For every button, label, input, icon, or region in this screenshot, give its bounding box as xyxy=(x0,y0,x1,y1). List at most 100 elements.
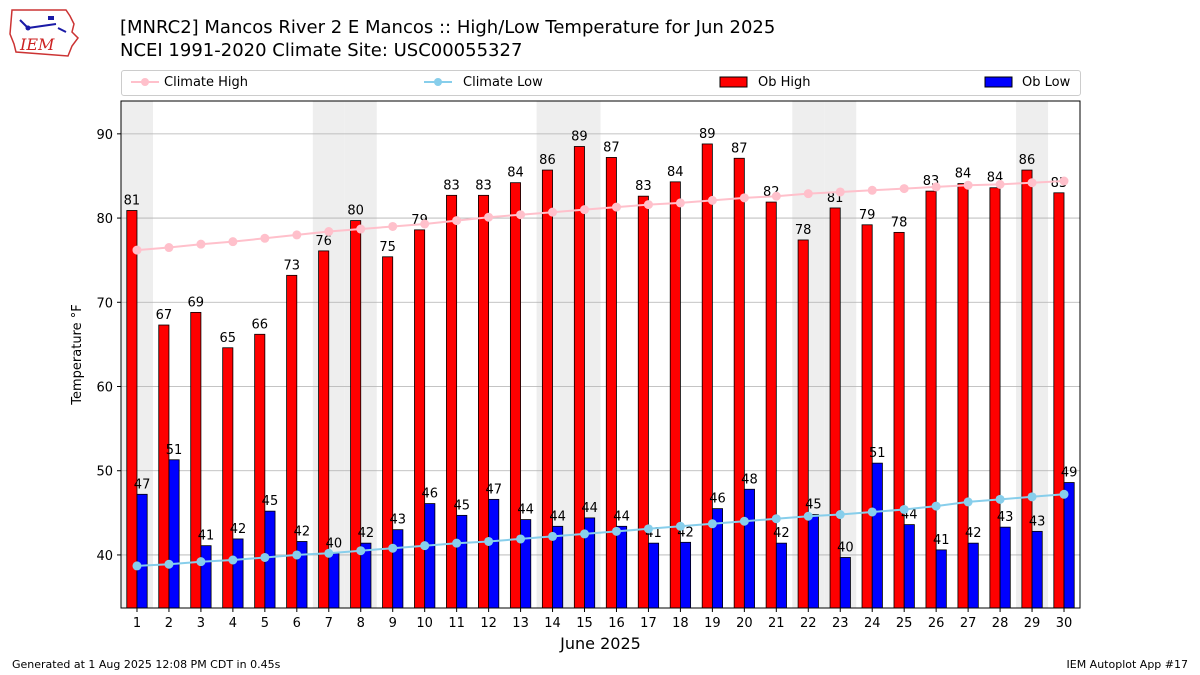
ob-high-bar xyxy=(1053,192,1065,609)
ob-high-bar xyxy=(733,157,745,609)
ob-high-bar xyxy=(957,183,969,609)
climate-high-point xyxy=(675,198,685,208)
ob-low-value-label: 40 xyxy=(326,536,343,551)
ob-low-bar xyxy=(648,542,660,609)
climate-low-point xyxy=(771,514,781,524)
ob-high-bar xyxy=(797,239,809,609)
climate-low-point xyxy=(452,538,462,548)
x-tick-label: 27 xyxy=(960,616,977,631)
x-tick-label: 18 xyxy=(672,616,689,631)
iem-logo: IEM xyxy=(8,6,82,58)
climate-low-point xyxy=(324,548,334,558)
climate-low-point xyxy=(867,507,877,517)
climate-low-point xyxy=(516,534,526,544)
y-tick-label: 80 xyxy=(96,212,113,227)
ob-low-value-label: 41 xyxy=(198,529,215,544)
ob-high-value-label: 66 xyxy=(251,317,268,332)
ob-high-bar xyxy=(765,201,777,609)
ob-low-bar xyxy=(392,529,404,609)
climate-high-point xyxy=(324,227,334,237)
ob-low-bar xyxy=(168,459,180,609)
x-tick-label: 26 xyxy=(928,616,945,631)
chart-subtitle: NCEI 1991-2020 Climate Site: USC00055327 xyxy=(120,40,523,61)
ob-low-bar xyxy=(1031,530,1043,609)
ob-high-value-label: 84 xyxy=(507,166,524,181)
ob-low-bar xyxy=(488,498,500,609)
x-tick-label: 30 xyxy=(1056,616,1073,631)
climate-high-point xyxy=(931,182,941,192)
x-tick-label: 13 xyxy=(512,616,529,631)
x-tick-label: 10 xyxy=(416,616,433,631)
ob-high-value-label: 89 xyxy=(571,129,588,144)
climate-low-point xyxy=(643,524,653,534)
climate-high-point xyxy=(452,216,462,226)
ob-high-bar xyxy=(637,195,649,609)
x-tick-label: 1 xyxy=(133,616,141,631)
ob-low-value-label: 47 xyxy=(485,482,502,497)
x-tick-label: 6 xyxy=(293,616,301,631)
climate-high-point xyxy=(548,207,558,217)
ob-high-bar xyxy=(509,182,521,609)
climate-low-point xyxy=(228,555,238,565)
climate-low-point xyxy=(739,516,749,526)
climate-high-point xyxy=(388,221,398,231)
climate-low-point xyxy=(420,541,430,551)
climate-high-point xyxy=(580,205,590,215)
climate-high-point xyxy=(516,210,526,220)
ob-high-bar xyxy=(222,347,234,609)
footer-generated: Generated at 1 Aug 2025 12:08 PM CDT in … xyxy=(12,658,281,671)
x-tick-label: 11 xyxy=(448,616,465,631)
ob-low-bar xyxy=(456,514,468,609)
ob-low-bar xyxy=(1063,482,1075,609)
x-tick-label: 23 xyxy=(832,616,849,631)
x-tick-label: 28 xyxy=(992,616,1009,631)
x-tick-label: 19 xyxy=(704,616,721,631)
ob-low-bar xyxy=(935,549,947,609)
legend-ob-high-swatch xyxy=(719,76,748,88)
ob-low-value-label: 48 xyxy=(741,472,758,487)
x-tick-label: 12 xyxy=(480,616,497,631)
y-tick-label: 50 xyxy=(96,465,113,480)
ob-high-value-label: 84 xyxy=(667,165,684,180)
climate-low-point xyxy=(548,531,558,541)
ob-high-value-label: 83 xyxy=(475,178,492,193)
ob-low-value-label: 46 xyxy=(709,492,726,507)
ob-low-value-label: 46 xyxy=(422,487,439,502)
ob-low-value-label: 42 xyxy=(773,526,790,541)
ob-low-bar xyxy=(616,525,628,609)
x-tick-label: 29 xyxy=(1024,616,1041,631)
x-tick-label: 5 xyxy=(261,616,269,631)
climate-high-point xyxy=(356,224,366,234)
legend-ob-low-swatch xyxy=(984,76,1013,88)
ob-high-value-label: 67 xyxy=(156,308,173,323)
ob-low-value-label: 42 xyxy=(294,524,311,539)
ob-high-value-label: 89 xyxy=(699,127,716,142)
x-tick-label: 21 xyxy=(768,616,785,631)
ob-low-value-label: 45 xyxy=(262,494,279,509)
climate-low-point xyxy=(356,546,366,556)
ob-low-bar xyxy=(200,545,212,609)
x-tick-label: 4 xyxy=(229,616,237,631)
ob-low-bar xyxy=(328,552,340,609)
ob-high-bar xyxy=(414,229,426,609)
ob-high-bar xyxy=(605,157,617,609)
chart-title: [MNRC2] Mancos River 2 E Mancos :: High/… xyxy=(120,17,776,38)
legend-climate-high-swatch xyxy=(131,78,159,86)
ob-low-value-label: 44 xyxy=(613,509,630,524)
climate-high-point xyxy=(1059,176,1069,186)
x-tick-label: 20 xyxy=(736,616,753,631)
x-tick-label: 8 xyxy=(357,616,365,631)
ob-high-bar xyxy=(541,169,553,609)
ob-low-bar xyxy=(136,493,148,609)
ob-high-value-label: 87 xyxy=(731,141,748,156)
climate-low-point xyxy=(707,519,717,529)
ob-low-bar xyxy=(424,503,436,609)
ob-low-bar xyxy=(232,538,244,609)
climate-high-point xyxy=(867,185,877,195)
ob-low-value-label: 42 xyxy=(965,526,982,541)
climate-low-point xyxy=(132,561,142,571)
ob-high-bar xyxy=(382,256,394,609)
ob-high-value-label: 83 xyxy=(635,179,652,194)
ob-high-value-label: 65 xyxy=(220,331,237,346)
